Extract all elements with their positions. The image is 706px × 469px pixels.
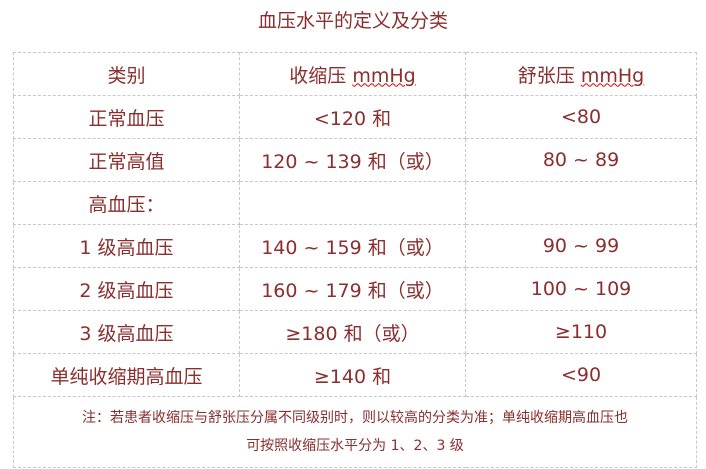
header-category: 类别 [13, 52, 240, 96]
header-systolic: 收缩压 mmHg [239, 52, 466, 96]
cell-systolic: ≥140 和 [239, 353, 466, 397]
cell-diastolic [465, 181, 697, 225]
cell-diastolic: 100 ~ 109 [465, 267, 697, 311]
cell-systolic: <120 和 [239, 95, 466, 139]
note-row: 注：若患者收缩压与舒张压分属不同级别时，则以较高的分类为准；单纯收缩期高血压也 … [13, 396, 697, 468]
header-diastolic-unit: mmHg [580, 64, 645, 87]
cell-systolic: ≥180 和（或） [239, 310, 466, 354]
note: 注：若患者收缩压与舒张压分属不同级别时，则以较高的分类为准；单纯收缩期高血压也 … [13, 396, 697, 468]
cell-diastolic: <80 [465, 95, 697, 139]
table-row: 2 级高血压 160 ~ 179 和（或） 100 ~ 109 [13, 267, 697, 311]
table-title: 血压水平的定义及分类 [257, 10, 448, 32]
note-line-2: 可按照收缩压水平分为 1、2、3 级 [246, 438, 464, 454]
note-line-1: 注：若患者收缩压与舒张压分属不同级别时，则以较高的分类为准；单纯收缩期高血压也 [82, 410, 628, 426]
cell-diastolic: ≥110 [465, 310, 697, 354]
cell-category: 2 级高血压 [13, 267, 240, 311]
table-row: 单纯收缩期高血压 ≥140 和 <90 [13, 353, 697, 397]
table-row: 正常高值 120 ~ 139 和（或） 80 ~ 89 [13, 138, 697, 182]
header-systolic-label: 收缩压 [289, 64, 347, 87]
cell-category: 单纯收缩期高血压 [13, 353, 240, 397]
cell-diastolic: 90 ~ 99 [465, 224, 697, 268]
cell-category: 高血压： [13, 181, 240, 225]
header-diastolic: 舒张压 mmHg [465, 52, 697, 96]
cell-category: 正常血压 [13, 95, 240, 139]
header-row: 类别 收缩压 mmHg 舒张压 mmHg [13, 52, 697, 96]
cell-diastolic: 80 ~ 89 [465, 138, 697, 182]
header-diastolic-label: 舒张压 [517, 64, 575, 87]
header-systolic-unit: mmHg [352, 64, 416, 87]
table-row: 3 级高血压 ≥180 和（或） ≥110 [13, 310, 697, 354]
cell-systolic: 120 ~ 139 和（或） [239, 138, 466, 182]
cell-systolic [239, 181, 466, 225]
cell-systolic: 160 ~ 179 和（或） [239, 267, 466, 311]
cell-diastolic: <90 [465, 353, 697, 397]
cell-systolic: 140 ~ 159 和（或） [239, 224, 466, 268]
blood-pressure-table: 类别 收缩压 mmHg 舒张压 mmHg 正常血压 <120 和 <80 正常高值 12… [13, 52, 697, 468]
cell-category: 1 级高血压 [13, 224, 240, 268]
table-row: 高血压： [13, 181, 697, 225]
table-row: 1 级高血压 140 ~ 159 和（或） 90 ~ 99 [13, 224, 697, 268]
cell-category: 3 级高血压 [13, 310, 240, 354]
table-row: 正常血压 <120 和 <80 [13, 95, 697, 139]
cell-category: 正常高值 [13, 138, 240, 182]
